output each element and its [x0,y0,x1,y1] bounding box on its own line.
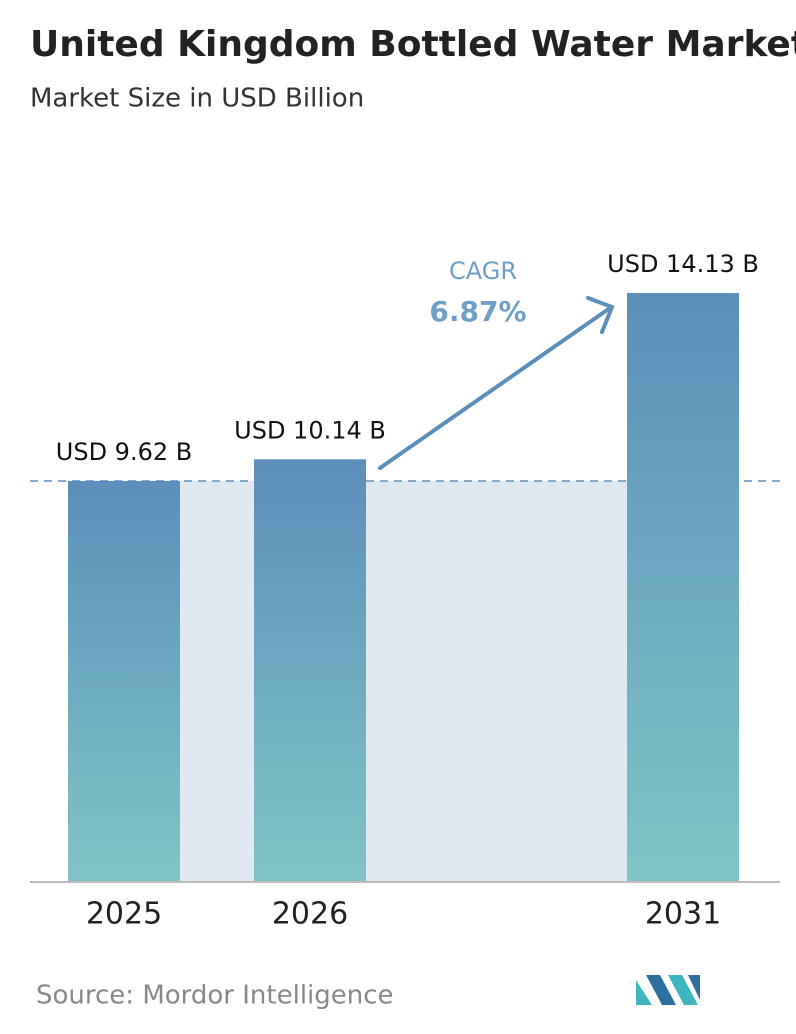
chart-title: United Kingdom Bottled Water Market [30,24,796,65]
plot-area: USD 9.62 B 2025 USD 10.14 B 2026 USD 14.13 B… [30,250,780,932]
logo [636,975,700,1005]
bar [68,480,180,882]
bar [627,293,739,882]
cagr-arrow [378,296,615,470]
x-tick-label: 2025 [86,897,162,932]
x-tick-label: 2031 [645,897,721,932]
chart-subtitle: Market Size in USD Billion [30,84,364,114]
x-tick-label: 2026 [272,897,348,932]
cagr-label: CAGR [449,257,517,285]
source: Source: Mordor Intelligence [36,981,394,1011]
value-label: USD 14.13 B [607,250,759,278]
bar [254,459,366,882]
value-label: USD 9.62 B [56,438,192,466]
value-label: USD 10.14 B [234,416,386,444]
cagr-value: 6.87% [429,295,526,328]
